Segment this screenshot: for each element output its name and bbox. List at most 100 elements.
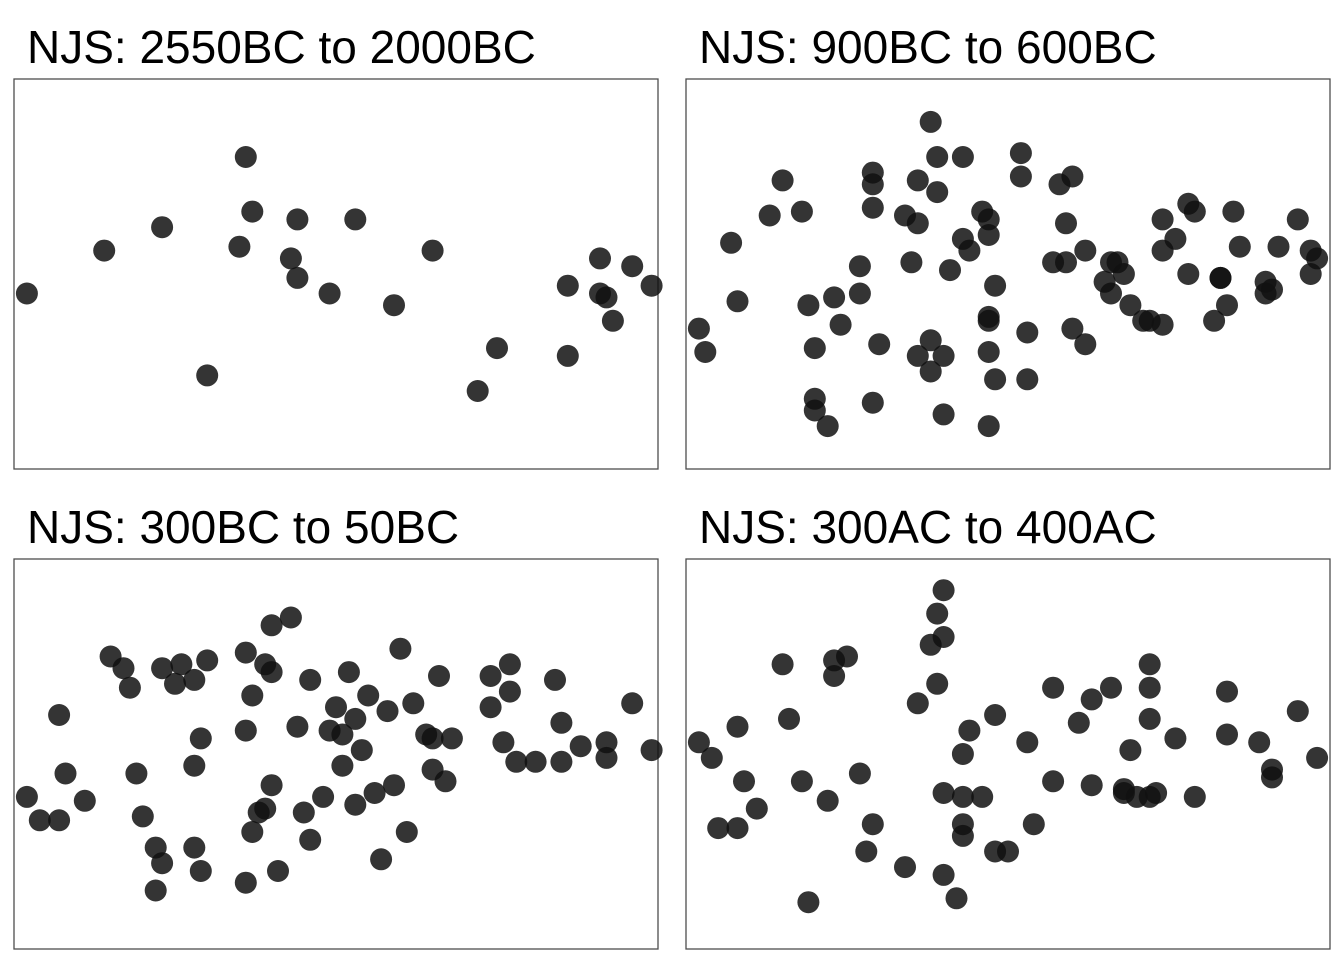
scatter-point-63 [1119,294,1142,317]
scatter-point-14 [144,879,167,902]
scatter-panel-4: NJS: 300AC to 400AC [672,498,1332,978]
scatter-point-32 [247,801,270,824]
scatter-point-29 [951,743,974,765]
scatter-point-67 [498,653,521,676]
scatter-point-53 [1138,676,1161,699]
scatter-point-3 [720,231,743,254]
scatter-point-72 [550,711,573,734]
scatter-point-40 [977,224,1000,246]
scatter-point-3 [707,817,730,840]
scatter-point-62 [1286,700,1309,723]
scatter-point-67 [1151,313,1174,336]
scatter-point-35 [267,860,289,882]
scatter-point-39 [977,208,1000,231]
scatter-point-72 [1183,200,1206,223]
scatter-point-24 [556,344,579,367]
scatter-point-54 [383,774,405,797]
scatter-point-12 [803,337,826,360]
scatter-point-37 [951,146,974,168]
scatter-point-48 [1119,739,1142,762]
scatter-point-64 [1112,263,1135,285]
scatter-point-77 [1216,294,1238,317]
scatter-point-18 [183,668,206,691]
scatter-point-46 [984,368,1007,391]
scatter-point-4 [234,146,257,168]
scatter-point-32 [951,824,974,847]
scatter-point-24 [234,641,257,664]
scatter-point-75 [595,746,618,769]
scatter-point-63 [440,727,463,750]
scatter-point-63 [1306,746,1329,769]
scatter-point-8 [771,653,794,676]
scatter-point-6 [73,789,96,812]
scatter-point-73 [550,750,573,773]
scatter-point-29 [919,329,942,352]
scatter-point-20 [183,754,206,777]
scatter-point-26 [932,782,955,804]
scatter-plot [685,78,1331,470]
scatter-point-38 [1016,731,1039,754]
points-group [15,146,663,402]
scatter-point-30 [260,774,283,797]
scatter-point-23 [926,602,949,625]
scatter-point-1 [15,282,38,305]
scatter-point-28 [906,344,929,367]
scatter-point-4 [726,290,749,313]
scatter-point-7 [286,208,309,231]
scatter-point-83 [1261,278,1283,301]
scatter-point-31 [926,181,949,204]
scatter-point-33 [234,871,257,894]
scatter-plot [685,558,1331,950]
scatter-point-7 [790,200,813,223]
scatter-point-19 [861,161,884,184]
scatter-point-56 [395,821,418,843]
scatter-point-1 [687,731,710,754]
scatter-point-48 [1009,165,1032,188]
scatter-point-46 [337,661,360,684]
scatter-point-13 [823,286,846,309]
scatter-point-70 [1151,208,1174,231]
scatter-point-79 [1228,235,1251,258]
scatter-point-54 [1074,239,1097,262]
scatter-point-23 [601,309,624,332]
plot-frame [13,78,659,470]
scatter-point-52 [1138,653,1161,676]
scatter-point-15 [836,645,858,668]
scatter-point-76 [595,731,618,754]
scatter-point-7 [745,797,768,820]
scatter-point-18 [589,247,611,270]
scatter-point-27 [926,146,949,168]
scatter-point-69 [505,750,528,773]
scatter-point-6 [771,169,794,192]
scatter-point-5 [228,235,251,258]
scatter-point-22 [189,860,212,882]
scatter-point-11 [797,891,820,914]
scatter-point-66 [492,731,515,754]
scatter-point-78 [640,739,663,762]
scatter-point-39 [1022,813,1045,836]
panel-title: NJS: 2550BC to 2000BC [27,21,536,73]
scatter-point-2 [694,341,717,363]
scatter-point-52 [370,848,393,871]
scatter-point-62 [434,770,457,793]
scatter-point-44 [331,754,354,777]
scatter-point-45 [331,723,354,746]
scatter-panel-3: NJS: 300BC to 50BC [0,498,663,978]
scatter-point-47 [344,793,367,816]
scatter-point-17 [861,813,884,836]
scatter-point-5 [48,809,71,832]
scatter-point-10 [790,770,813,793]
scatter-point-16 [848,762,871,785]
scatter-point-27 [260,614,283,637]
points-group [687,579,1329,914]
plot-frame [685,558,1331,950]
scatter-point-25 [234,719,257,742]
scatter-point-24 [906,212,929,235]
scatter-point-10 [125,762,148,785]
scatter-point-81 [1267,235,1290,258]
scatter-point-34 [939,259,961,282]
scatter-point-51 [363,782,386,804]
scatter-point-3 [48,704,71,726]
scatter-point-15 [151,657,174,680]
scatter-point-17 [556,274,579,297]
